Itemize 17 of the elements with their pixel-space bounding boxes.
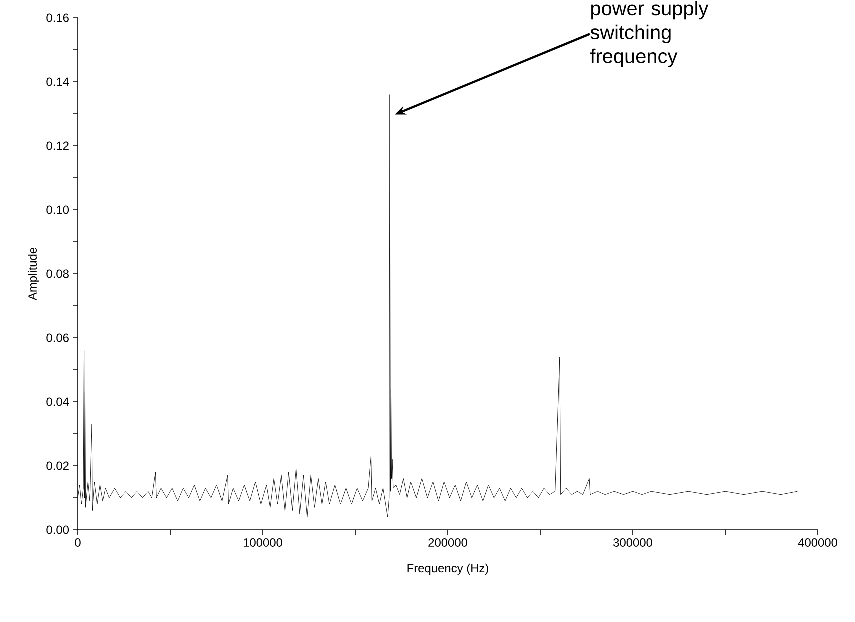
y-axis-title: Amplitude bbox=[28, 248, 40, 301]
x-tick-label: 300000 bbox=[614, 538, 652, 547]
y-tick-label: 0.16 bbox=[46, 14, 69, 22]
y-tick-label: 0.14 bbox=[46, 78, 70, 86]
x-tick-label: 400000 bbox=[798, 538, 838, 547]
y-tick-label: 0.02 bbox=[46, 462, 69, 470]
y-tick-label: 0.10 bbox=[46, 206, 70, 214]
y-tick-label: 0.06 bbox=[46, 334, 69, 342]
x-tick-label: 100000 bbox=[244, 538, 282, 547]
y-tick-label: 0.00 bbox=[46, 526, 70, 534]
x-axis-title: Frequency (Hz) bbox=[408, 564, 488, 575]
y-tick-label: 0.04 bbox=[46, 398, 70, 406]
x-tick-label: 200000 bbox=[428, 538, 468, 547]
annotation: power supply switching frequency bbox=[590, 1, 709, 68]
x-tick-label: 0 bbox=[75, 538, 81, 547]
y-tick-label: 0.12 bbox=[46, 142, 69, 150]
y-tick-label: 0.08 bbox=[46, 270, 69, 278]
